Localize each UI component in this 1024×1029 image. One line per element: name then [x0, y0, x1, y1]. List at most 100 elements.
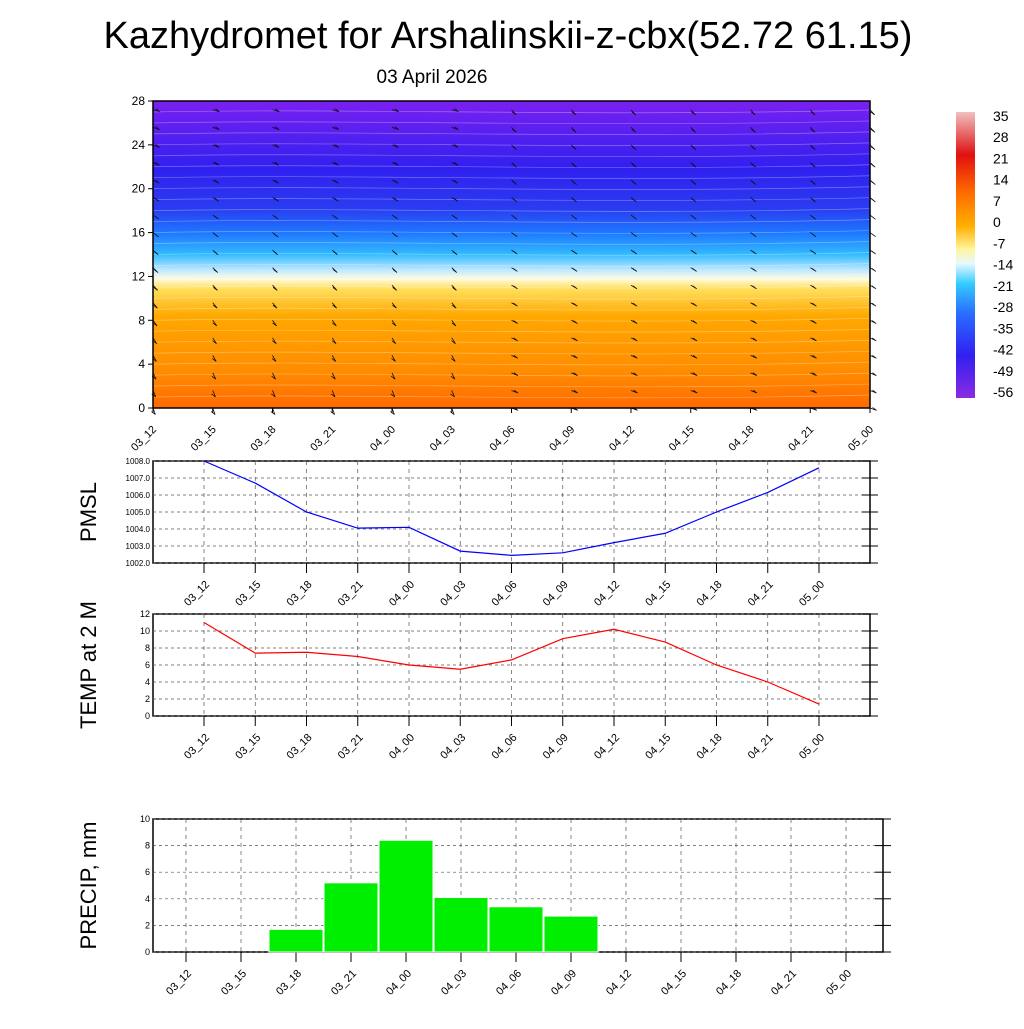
x-tick-label: 04_12: [604, 968, 634, 998]
y-tick-label: 1008.0: [126, 457, 151, 466]
contour-line: [152, 274, 871, 278]
y-tick-label: 1007.0: [126, 474, 151, 483]
y-tick-label: 1005.0: [126, 508, 151, 517]
wind-barb: [511, 214, 518, 220]
wind-barb: [272, 214, 279, 220]
wind-barb: [570, 109, 577, 116]
contour-line: [152, 296, 871, 300]
wind-barb: [212, 337, 217, 345]
x-tick-label: 04_09: [541, 732, 571, 762]
x-tick-label: 04_15: [667, 424, 697, 454]
x-tick-label: 03_21: [336, 732, 366, 762]
x-tick-label: 04_06: [488, 424, 518, 454]
wind-barb: [690, 267, 697, 272]
wind-barb: [271, 372, 276, 380]
wind-barb: [750, 109, 756, 116]
x-tick-label: 03_12: [182, 732, 212, 762]
wind-barb: [331, 320, 337, 327]
wind-barb: [750, 319, 757, 324]
wind-barb: [451, 284, 457, 291]
x-tick-label: 04_03: [438, 579, 468, 609]
wind-barb: [211, 372, 217, 380]
wind-barb: [152, 197, 160, 202]
contour-line: [152, 175, 871, 179]
wind-barb: [809, 197, 816, 203]
wind-barb: [809, 144, 816, 151]
contour-line: [152, 164, 871, 168]
contour-line: [152, 142, 871, 146]
wind-barb: [750, 197, 757, 203]
wind-barb: [869, 389, 877, 394]
y-tick-label: 8: [138, 313, 145, 327]
wind-barb: [451, 249, 458, 256]
x-tick-label: 04_00: [387, 732, 417, 762]
wind-barb: [152, 126, 160, 130]
contour-line: [152, 372, 871, 377]
wind-barb: [152, 284, 159, 291]
contour-line: [152, 339, 871, 344]
precip-bar: [543, 915, 599, 953]
x-tick-label: 04_09: [549, 968, 579, 998]
wind-barb: [331, 372, 336, 380]
wind-barb: [869, 354, 877, 359]
x-tick-label: 04_06: [494, 968, 524, 998]
contour-line: [152, 328, 871, 333]
x-tick-label: 04_12: [607, 424, 637, 454]
wind-barb: [571, 284, 578, 290]
wind-barb: [212, 179, 220, 184]
y-tick-label: 0: [145, 711, 150, 721]
y-tick-label: 24: [132, 138, 146, 152]
x-tick-label: 03_21: [336, 579, 366, 609]
y-tick-label: 1006.0: [126, 491, 151, 500]
x-tick-label: 04_21: [746, 579, 776, 609]
colorbar-label: -28: [993, 299, 1013, 315]
wind-barb: [869, 372, 877, 377]
wind-barb: [511, 372, 519, 377]
wind-barb: [630, 249, 638, 255]
x-tick-label: 03_18: [285, 579, 315, 609]
wind-barb: [690, 109, 696, 116]
precip-bar: [323, 882, 379, 953]
wind-barb: [869, 249, 877, 255]
colorbar-label: -7: [993, 235, 1006, 251]
wind-barb: [869, 267, 877, 272]
x-tick-label: 04_12: [592, 579, 622, 609]
x-tick-label: 04_03: [438, 732, 468, 762]
wind-barb: [152, 214, 159, 220]
wind-barb: [511, 249, 518, 255]
wind-barb: [690, 319, 698, 324]
wind-barb: [332, 126, 340, 130]
wind-barb: [690, 232, 697, 238]
wind-barb: [869, 232, 876, 238]
wind-barb: [511, 232, 518, 238]
wind-barb: [570, 197, 577, 203]
wind-barb: [690, 197, 697, 203]
wind-barb: [451, 144, 459, 148]
wind-barb: [809, 179, 816, 185]
colorbar-label: 7: [993, 193, 1001, 209]
wind-barb: [810, 319, 817, 324]
wind-barb: [272, 232, 279, 238]
wind-barb: [690, 127, 696, 133]
wind-barb: [750, 127, 756, 133]
wind-barb: [511, 337, 519, 342]
wind-barb: [152, 267, 159, 273]
wind-barb: [809, 109, 816, 116]
contour-line: [152, 186, 871, 190]
wind-barb: [750, 267, 757, 272]
y-tick-label: 8: [145, 643, 150, 653]
y-tick-label: 20: [132, 182, 146, 196]
x-tick-label: 03_21: [308, 424, 338, 454]
wind-barb: [630, 267, 638, 272]
wind-barb: [391, 197, 399, 202]
wind-barb: [152, 144, 160, 148]
wind-barb: [750, 337, 758, 342]
wind-barb: [391, 214, 398, 220]
x-tick-label: 03_18: [274, 968, 304, 998]
wind-barb: [750, 354, 758, 359]
x-tick-label: 04_18: [695, 732, 725, 762]
wind-barb: [391, 126, 399, 130]
wind-barb: [630, 232, 637, 238]
x-tick-label: 04_03: [428, 424, 458, 454]
